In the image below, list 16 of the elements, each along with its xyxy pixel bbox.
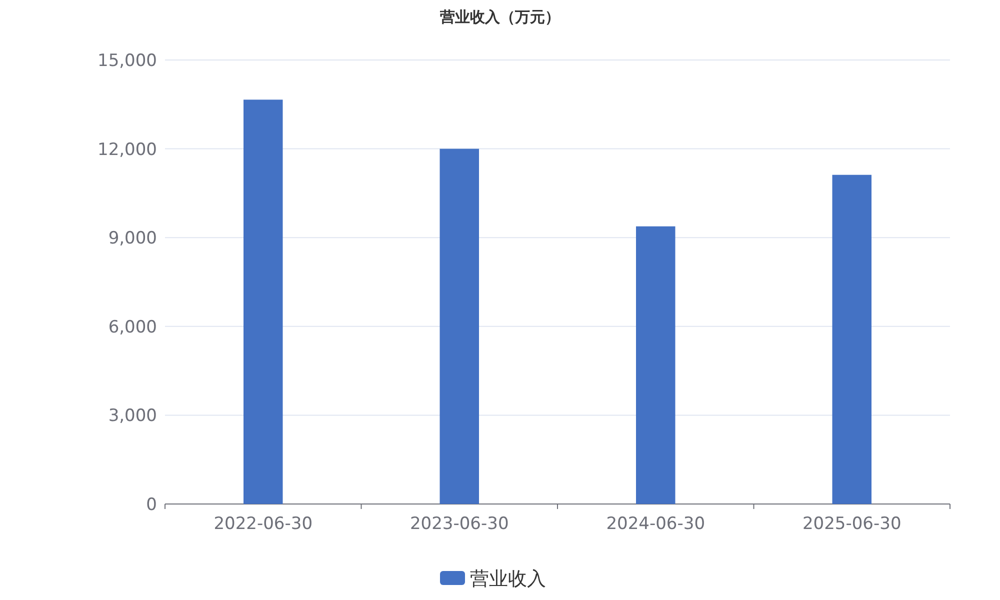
y-tick-label: 9,000 <box>108 228 157 249</box>
bar <box>832 174 872 504</box>
chart-title: 营业收入（万元） <box>439 8 560 26</box>
x-tick-label: 2025-06-30 <box>802 514 902 534</box>
legend-label: 营业收入 <box>470 568 546 590</box>
bar <box>244 100 283 504</box>
y-tick-label: 0 <box>146 495 157 515</box>
y-tick-label: 3,000 <box>108 406 157 426</box>
bar <box>636 226 676 504</box>
y-tick-label: 6,000 <box>108 317 157 338</box>
y-tick-label: 15,000 <box>98 51 157 71</box>
bar <box>440 148 479 504</box>
x-tick-label: 2022-06-30 <box>214 514 313 534</box>
x-tick-label: 2024-06-30 <box>606 514 706 534</box>
y-tick-label: 12,000 <box>98 140 157 160</box>
x-tick-label: 2023-06-30 <box>410 514 509 534</box>
